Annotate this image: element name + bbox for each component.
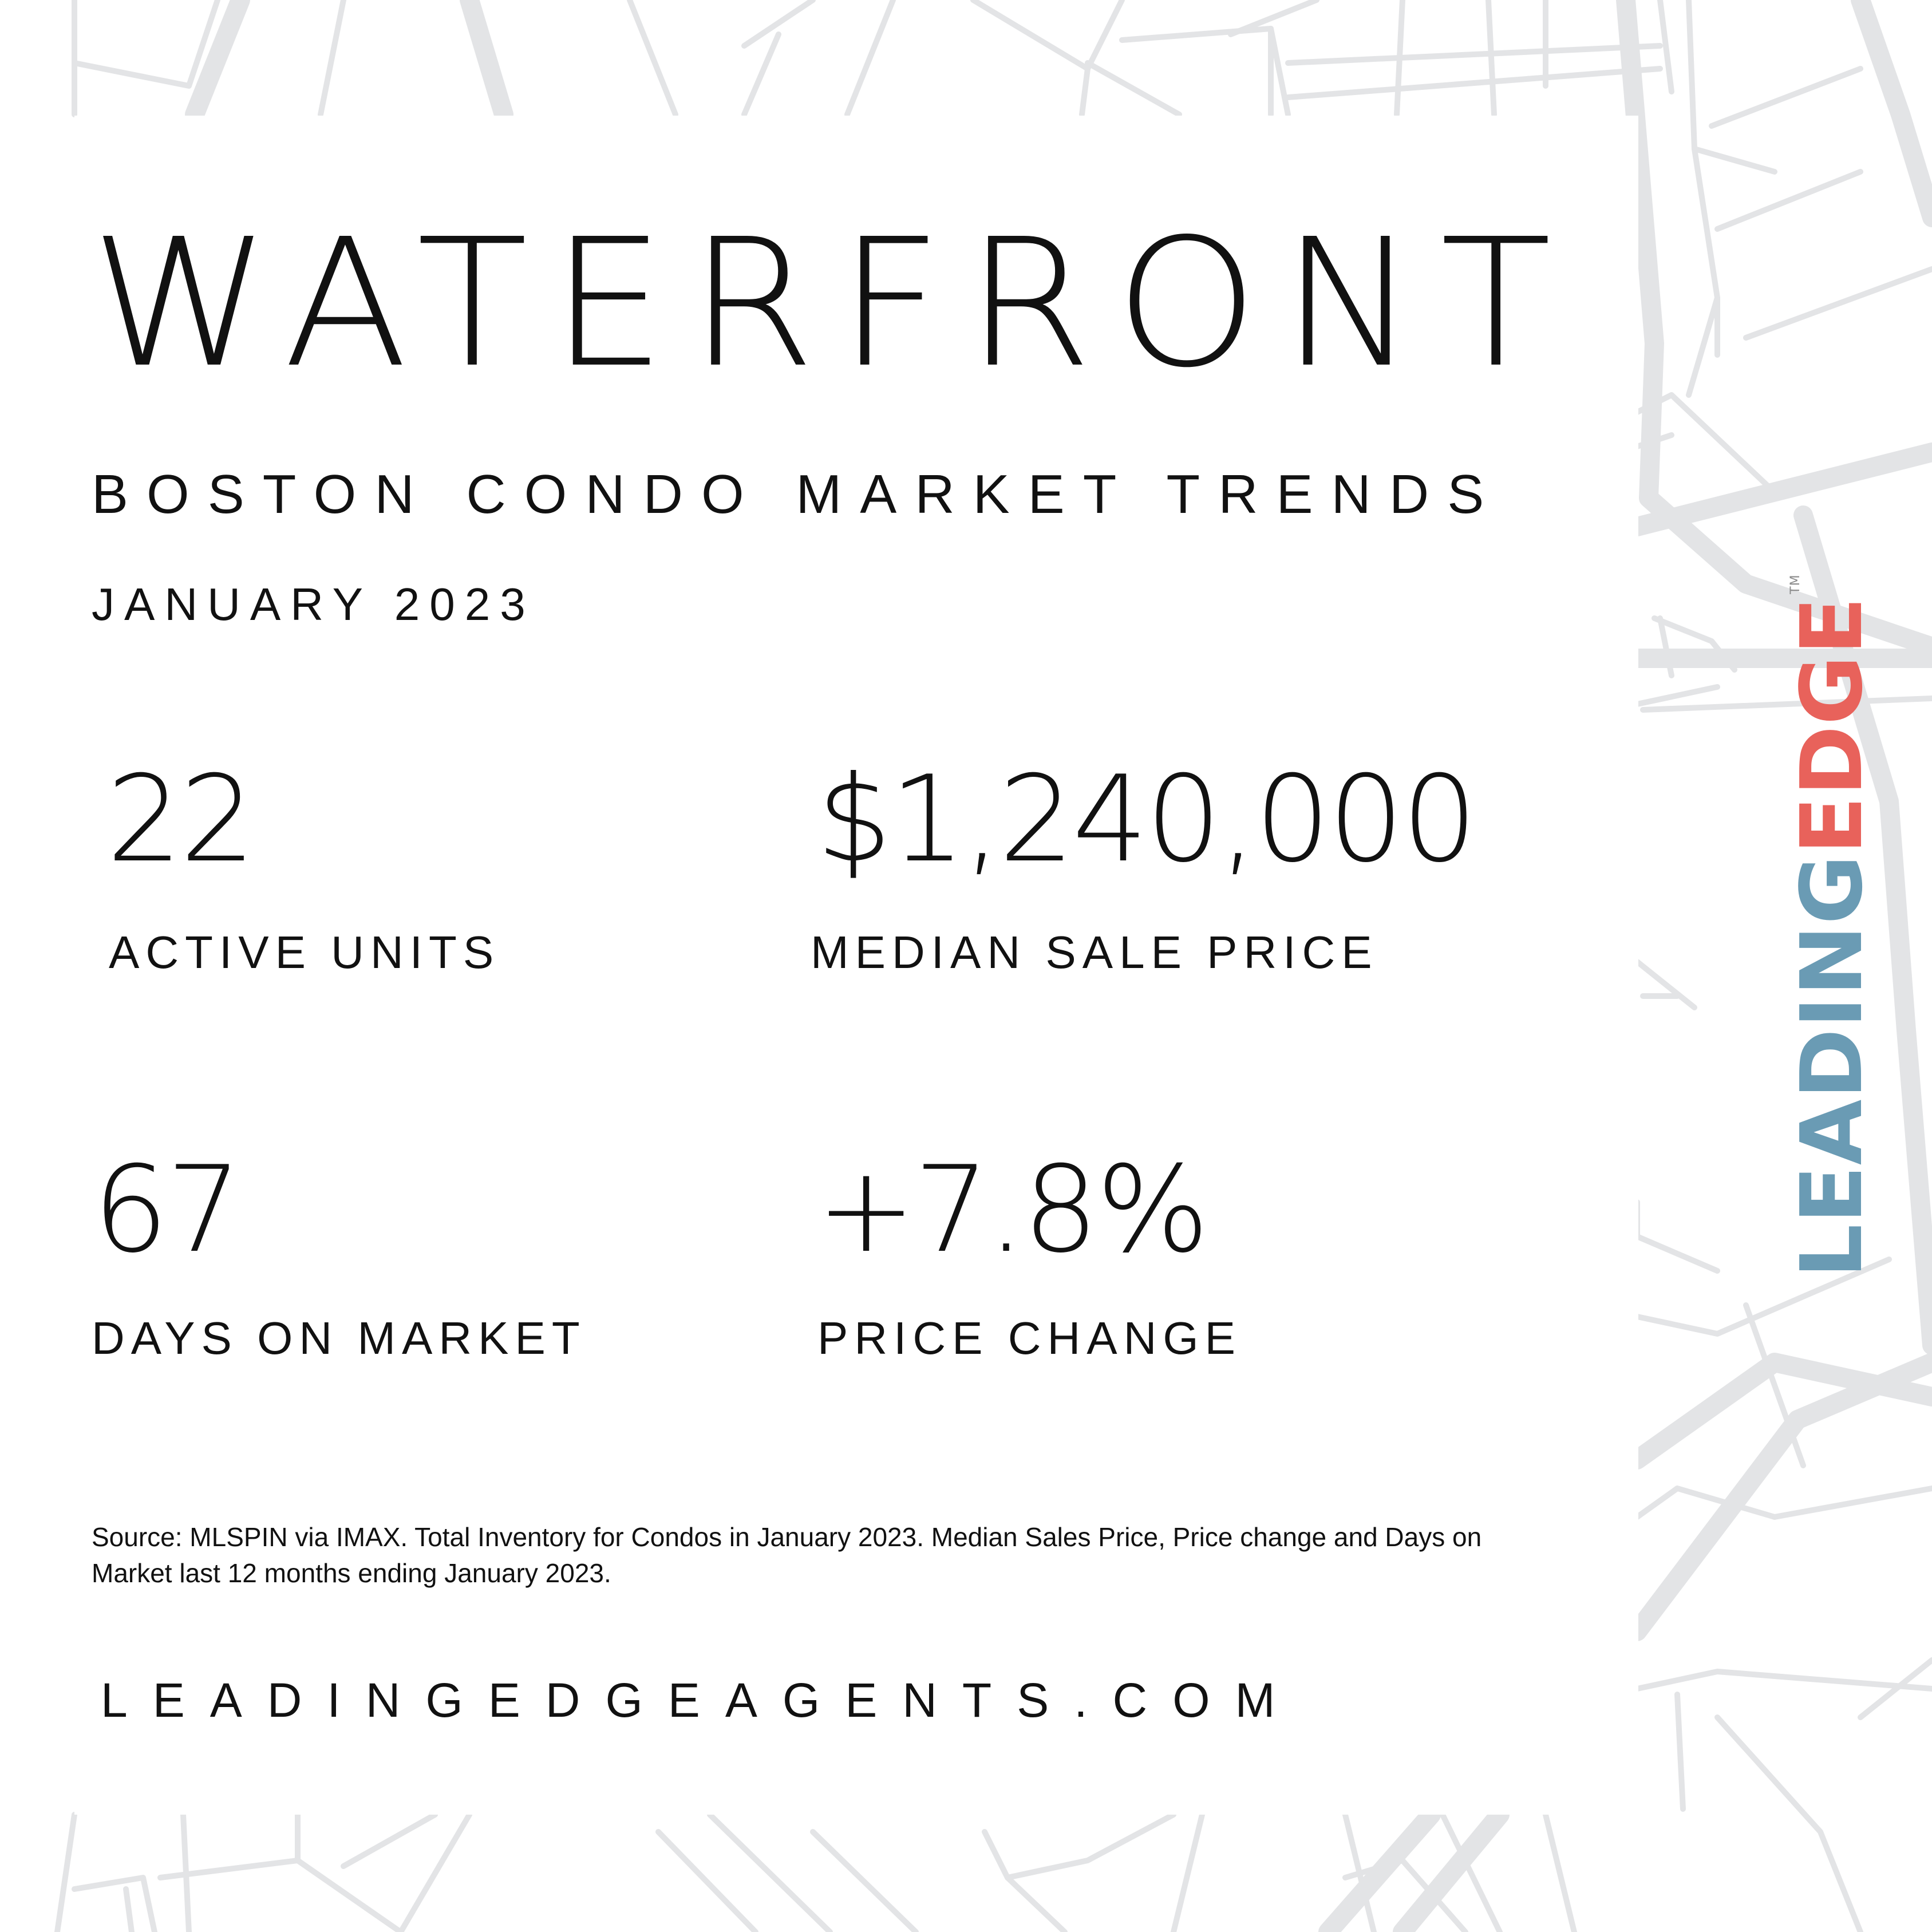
logo-trademark: TM [1788,574,1803,594]
stat-label-days-on-market: DAYS ON MARKET [92,1313,586,1364]
stat-label-price-change: PRICE CHANGE [817,1313,1242,1364]
report-date: JANUARY 2023 [92,579,535,630]
stat-label-median-sale-price: MEDIAN SALE PRICE [811,927,1378,978]
source-note: Source: MLSPIN via IMAX. Total Inventory… [92,1522,1482,1588]
stat-value-active-units: 22 [106,750,256,889]
stat-value-days-on-market: 67 [93,1141,242,1279]
website-link[interactable]: LEADINGEDGEAGENTS.COM [101,1673,1301,1727]
content-card [74,116,1638,1815]
page-subtitle: BOSTON CONDO MARKET TRENDS [92,464,1503,525]
page-title: WATERFRONT [90,200,1575,406]
stat-value-median-sale-price: $1,240,000 [816,750,1477,889]
logo-text-leading: LEADING [1783,854,1881,1278]
stat-label-active-units: ACTIVE UNITS [109,927,500,978]
stat-value-price-change: +7.8% [816,1141,1210,1279]
leading-edge-logo: LEADINGEDGETM [1783,574,1881,1278]
logo-text-edge: EDGE [1783,596,1881,855]
